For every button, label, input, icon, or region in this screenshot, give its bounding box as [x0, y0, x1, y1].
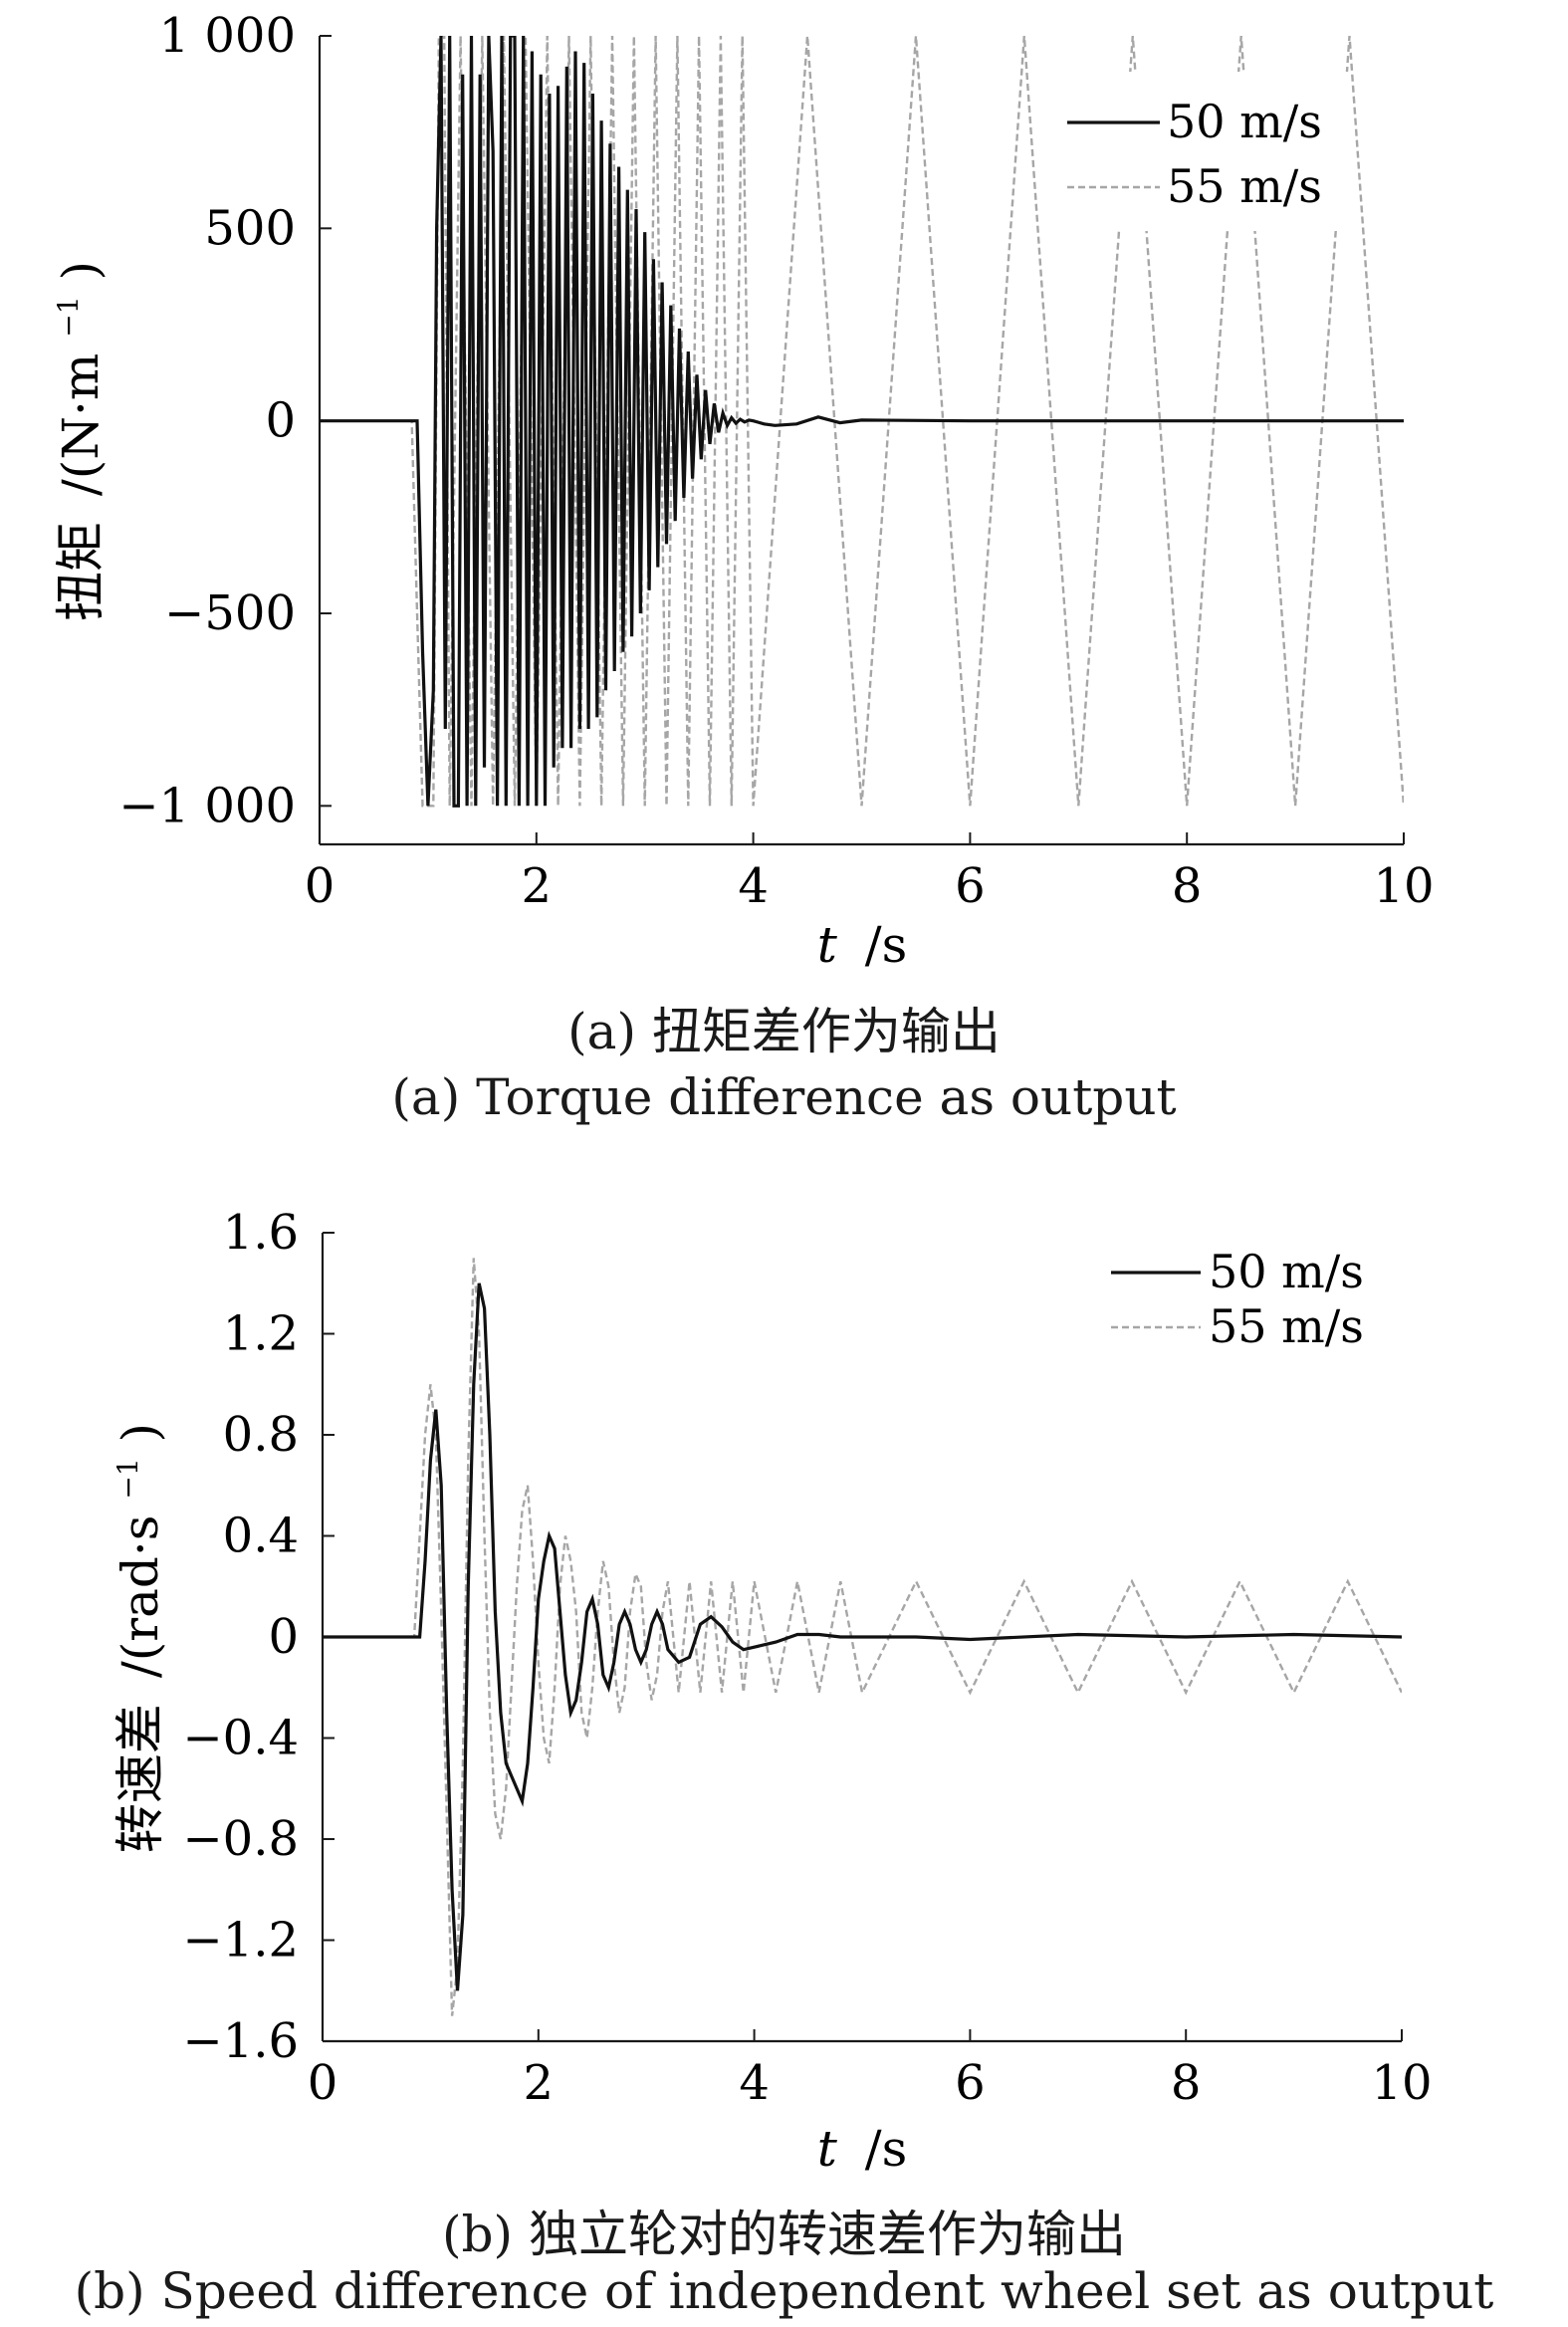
- torque-difference-chart: 0 2 4 6 8 10 1 000 500 0 −500 −1 000 50 m/s 55 m/s…: [32, 8, 1435, 974]
- speed-difference-chart: 0 2 4 6 8 10 1.6 1.2 0.8 0.4 0 −0.4 −0.8 −1.2 −1.6 50 …: [92, 1205, 1433, 2178]
- chart-a-x-axis-label: t /s: [817, 916, 908, 974]
- chart-b-ticks: 0 2 4 6 8 10 1.6 1.2 0.8 0.4 0 −0.4 −0.8 −1.2 −1.6: [182, 1205, 1432, 2111]
- chart-b-caption-cn: (b) 独立轮对的转速差作为输出: [442, 2206, 1126, 2263]
- chart-a-y-tick-label: 0: [265, 393, 296, 449]
- chart-b-x-axis-label: t /s: [817, 2120, 908, 2178]
- chart-b-series-55ms-line: [323, 1258, 1402, 2016]
- chart-b-x-tick-label: 0: [308, 2055, 338, 2111]
- chart-b-x-tick-label: 2: [524, 2055, 555, 2111]
- chart-a-legend-label-50ms: 50 m/s: [1167, 95, 1322, 148]
- chart-a-ticks: 0 2 4 6 8 10 1 000 500 0 −500 −1 000: [118, 8, 1434, 914]
- chart-a-x-tick-label: 2: [522, 858, 553, 914]
- chart-a-caption-en: (a) Torque difference as output: [391, 1068, 1177, 1126]
- chart-b-y-tick-label: 1.6: [223, 1205, 299, 1261]
- chart-b-y-axis-label: 转速差 /(rad·s −1 ): [92, 1423, 169, 1853]
- chart-b-x-tick-label: 8: [1171, 2055, 1202, 2111]
- chart-b-y-tick-label: 1.2: [223, 1306, 299, 1362]
- chart-b-y-tick-label: 0.8: [223, 1407, 299, 1463]
- chart-a-y-axis-label: 扭矩 /(N·m −1 ): [32, 261, 110, 621]
- chart-a-legend: 50 m/s 55 m/s: [1055, 72, 1350, 231]
- chart-b-y-tick-label: −1.6: [182, 2013, 299, 2069]
- chart-a-y-tick-label: 500: [204, 200, 296, 256]
- chart-b-x-tick-label: 10: [1371, 2055, 1432, 2111]
- chart-b-y-tick-label: 0: [268, 1609, 299, 1665]
- chart-b-legend-label-50ms: 50 m/s: [1209, 1245, 1364, 1298]
- chart-a-x-tick-label: 8: [1172, 858, 1203, 914]
- chart-a-y-tick-label: −500: [164, 585, 296, 641]
- chart-a-series-55ms-line: [320, 36, 1404, 808]
- chart-b-y-tick-label: −0.8: [182, 1811, 299, 1867]
- chart-a-legend-box: [1055, 72, 1350, 231]
- chart-b-caption-en: (b) Speed difference of independent whee…: [74, 2262, 1494, 2320]
- chart-b-y-tick-label: 0.4: [223, 1509, 299, 1564]
- chart-a-y-tick-label: −1 000: [118, 778, 296, 833]
- chart-a-x-tick-label: 10: [1373, 858, 1434, 914]
- chart-b-x-tick-label: 6: [955, 2055, 986, 2111]
- chart-b-x-tick-label: 4: [739, 2055, 770, 2111]
- chart-a-x-tick-label: 0: [305, 858, 336, 914]
- chart-a-caption-cn: (a) 扭矩差作为输出: [567, 1003, 1001, 1060]
- chart-a-legend-label-55ms: 55 m/s: [1167, 159, 1322, 213]
- chart-a-x-tick-label: 4: [738, 858, 769, 914]
- chart-b-legend-label-55ms: 55 m/s: [1209, 1299, 1364, 1353]
- chart-b-series-50ms-line: [323, 1282, 1402, 1991]
- chart-b-legend: 50 m/s 55 m/s: [1111, 1245, 1364, 1353]
- chart-a-x-tick-label: 6: [955, 858, 986, 914]
- chart-a-series-50ms-line: [320, 36, 1404, 808]
- chart-b-y-tick-label: −1.2: [182, 1913, 299, 1969]
- chart-b-y-tick-label: −0.4: [182, 1711, 299, 1766]
- chart-a-y-tick-label: 1 000: [159, 8, 296, 64]
- chart-a-axes: [318, 36, 1404, 846]
